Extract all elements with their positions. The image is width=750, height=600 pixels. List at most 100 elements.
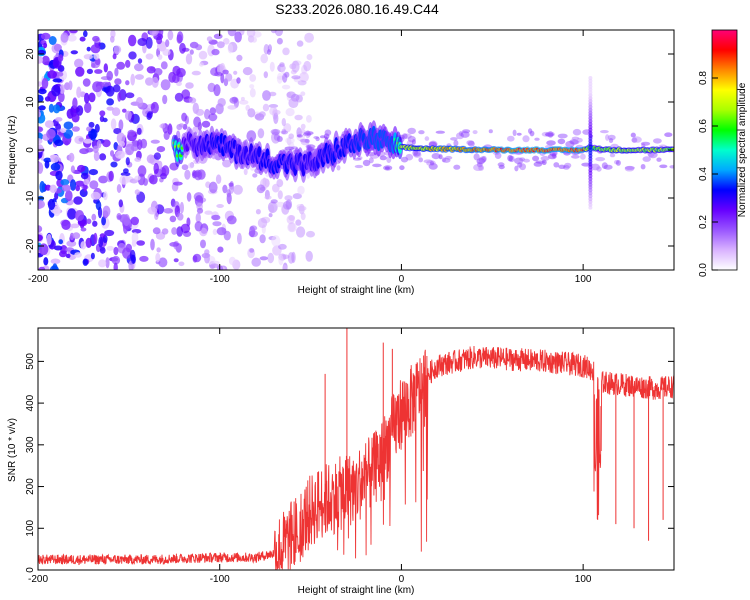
colorbar-label: Normalized spectral amplitude	[737, 82, 748, 217]
heatmap-noise-cell	[83, 54, 93, 60]
heatmap-noise-cell	[431, 153, 441, 160]
heatmap-noise-cell	[102, 139, 111, 148]
heatmap-noise-cell	[246, 30, 256, 38]
heatmap-noise-cell	[38, 105, 46, 111]
heatmap-noise-cell	[106, 98, 114, 106]
heatmap-noise-cell	[263, 71, 268, 79]
heatmap-noise-cell	[192, 126, 200, 135]
heatmap-noise-cell	[181, 164, 189, 171]
heatmap-noise-cell	[237, 232, 242, 245]
heatmap-stripe-cell	[588, 179, 593, 184]
heatmap-noise-cell	[441, 157, 446, 163]
heatmap-noise-cell	[191, 70, 201, 76]
heatmap-noise-cell	[125, 157, 130, 166]
heatmap-noise-cell	[557, 138, 566, 145]
heatmap-noise-cell	[227, 30, 237, 37]
heatmap-stripe-cell	[588, 171, 593, 175]
heatmap-noise-cell	[295, 94, 303, 103]
heatmap-noise-cell	[131, 254, 136, 264]
heatmap-noise-cell	[53, 245, 63, 251]
heatmap-noise-cell	[249, 88, 256, 98]
heatmap-noise-cell	[110, 118, 117, 130]
heatmap-noise-cell	[113, 262, 118, 270]
heatmap-noise-cell	[262, 90, 271, 101]
heatmap-noise-cell	[286, 91, 296, 99]
heatmap-noise-cell	[49, 265, 59, 270]
heatmap-noise-cell	[188, 97, 197, 104]
heatmap-noise-cell	[640, 164, 646, 170]
heatmap-noise-cell	[289, 63, 297, 70]
colorbar-tick-label: 0.2	[698, 215, 709, 229]
heatmap-noise-cell	[93, 150, 100, 162]
heatmap-noise-cell	[60, 128, 67, 133]
heatmap-noise-cell	[79, 148, 89, 155]
heatmap-noise-cell	[217, 246, 224, 253]
heatmap-noise-cell	[272, 109, 281, 115]
heatmap-noise-cell	[80, 227, 87, 232]
heatmap-noise-cell	[70, 223, 80, 229]
heatmap-noise-cell	[281, 118, 286, 127]
heatmap-noise-cell	[466, 140, 475, 146]
heatmap-noise-cell	[69, 179, 77, 191]
heatmap-noise-cell	[238, 99, 249, 105]
heatmap-noise-cell	[213, 84, 221, 97]
heatmap-noise-cell	[229, 97, 238, 104]
heatmap-noise-cell	[186, 192, 192, 202]
heatmap-noise-cell	[402, 133, 408, 140]
heatmap-noise-cell	[185, 82, 194, 89]
heatmap-noise-cell	[519, 163, 526, 171]
heatmap-noise-cell	[600, 130, 609, 134]
heatmap-noise-cell	[324, 129, 332, 136]
heatmap-noise-cell	[48, 36, 57, 45]
heatmap-stripe-cell	[588, 173, 593, 178]
heatmap-noise-cell	[284, 195, 293, 201]
heatmap-noise-cell	[200, 239, 206, 249]
heatmap-noise-cell	[195, 212, 201, 224]
heatmap-noise-cell	[196, 207, 204, 214]
x-tick-label: -200	[28, 274, 48, 285]
heatmap-noise-cell	[276, 37, 283, 45]
heatmap-noise-cell	[257, 217, 268, 229]
heatmap-noise-cell	[258, 111, 266, 118]
heatmap-noise-cell	[145, 77, 154, 86]
heatmap-noise-cell	[125, 80, 130, 86]
heatmap-noise-cell	[642, 156, 651, 162]
heatmap-noise-cell	[99, 115, 105, 123]
heatmap-noise-cell	[209, 107, 216, 115]
y-tick-label: 0	[25, 147, 36, 153]
heatmap-noise-cell	[201, 120, 211, 128]
heatmap-noise-cell	[292, 193, 302, 200]
heatmap-noise-cell	[112, 53, 117, 60]
heatmap-noise-cell	[630, 132, 636, 138]
heatmap-noise-cell	[251, 36, 257, 43]
heatmap-noise-cell	[101, 216, 106, 226]
y-tick-label: 500	[25, 353, 36, 370]
heatmap-noise-cell	[429, 161, 435, 166]
heatmap-noise-cell	[85, 237, 92, 248]
heatmap-noise-cell	[473, 153, 480, 161]
colorbar-tick-label: 0.8	[698, 71, 709, 85]
heatmap-noise-cell	[91, 63, 96, 68]
heatmap-noise-cell	[46, 128, 56, 139]
heatmap-noise-cell	[216, 227, 227, 236]
heatmap-noise-cell	[234, 31, 242, 43]
heatmap-noise-cell	[86, 68, 93, 75]
heatmap-noise-cell	[39, 181, 45, 193]
heatmap-noise-cell	[558, 164, 566, 169]
heatmap-noise-cell	[522, 135, 530, 143]
heatmap-noise-cell	[255, 209, 261, 215]
heatmap-noise-cell	[176, 212, 184, 221]
heatmap-noise-cell	[176, 67, 186, 78]
heatmap-noise-cell	[194, 221, 203, 232]
heatmap-noise-cell	[66, 240, 77, 247]
heatmap-stripe-cell	[588, 90, 593, 95]
heatmap-noise-cell	[270, 199, 278, 204]
heatmap-noise-cell	[145, 37, 153, 49]
heatmap-stripe-cell	[588, 122, 593, 127]
heatmap-noise-cell	[226, 215, 237, 225]
heatmap-noise-cell	[75, 185, 80, 192]
heatmap-noise-cell	[178, 123, 185, 128]
heatmap-noise-cell	[136, 139, 143, 151]
heatmap-noise-cell	[553, 162, 560, 168]
heatmap-noise-cell	[161, 165, 170, 177]
